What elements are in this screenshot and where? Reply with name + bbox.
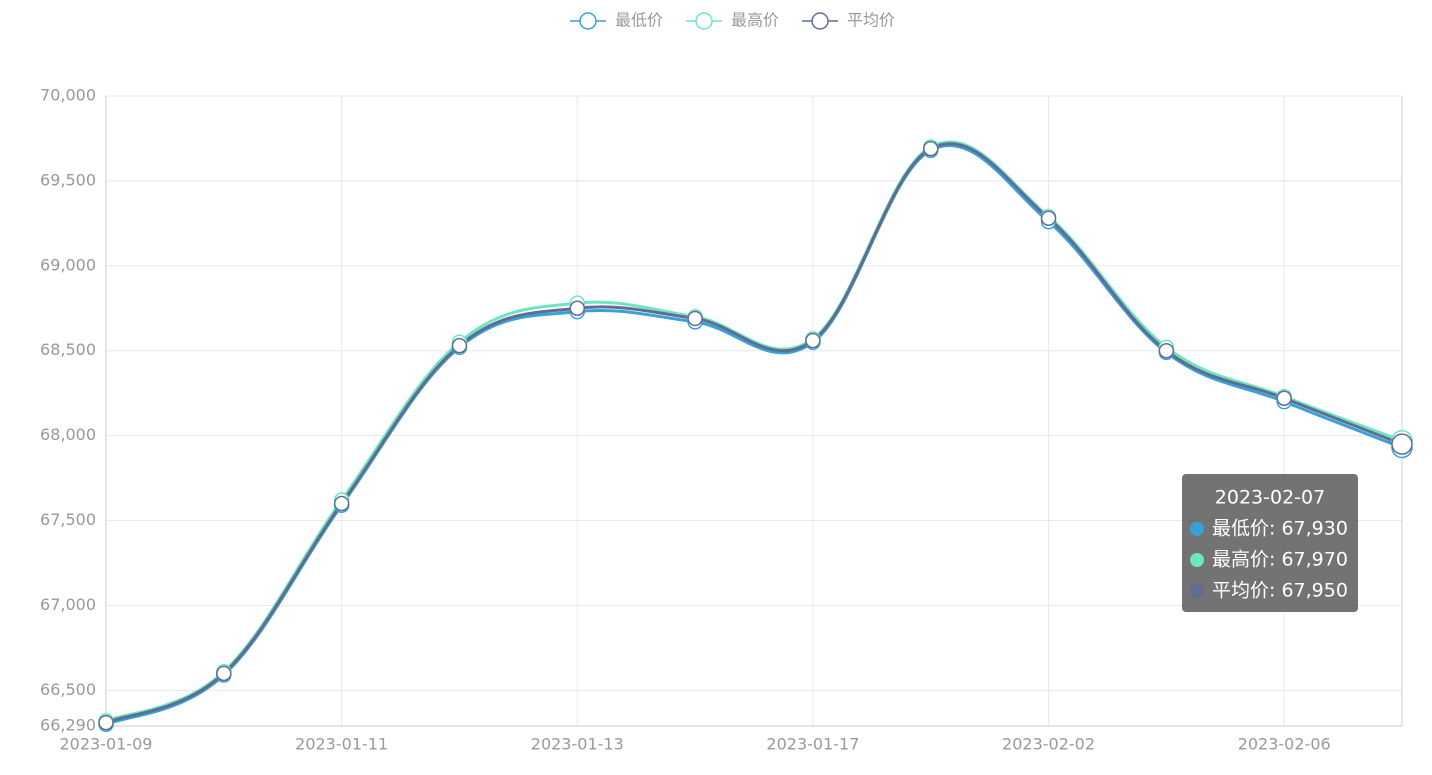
legend-marker <box>579 12 597 30</box>
tooltip-box <box>1182 474 1358 612</box>
legend-item[interactable]: 平均价 <box>802 11 895 30</box>
tooltip-dot <box>1190 522 1204 536</box>
y-tick-label: 68,500 <box>40 340 96 359</box>
tooltip-row: 最高价: 67,970 <box>1212 549 1348 571</box>
y-tick-label: 68,000 <box>40 425 96 444</box>
tooltip-dot <box>1190 584 1204 598</box>
legend-item[interactable]: 最低价 <box>570 11 663 30</box>
data-point <box>1391 433 1413 455</box>
legend-label: 最低价 <box>615 11 663 30</box>
data-point <box>922 140 939 157</box>
tooltip: 2023-02-07 最低价: 67,930 最高价: 67,970 平均价: 67,… <box>1182 474 1358 612</box>
series-line <box>105 140 1403 723</box>
y-tick-label: 67,000 <box>40 595 96 614</box>
legend-marker <box>811 12 829 30</box>
tooltip-row: 最低价: 67,930 <box>1212 518 1348 540</box>
data-point <box>569 300 586 317</box>
legend-label: 最高价 <box>731 11 779 30</box>
data-point <box>1158 342 1175 359</box>
legend-item[interactable]: 最高价 <box>686 11 779 30</box>
data-point <box>1040 210 1057 227</box>
legend-marker <box>695 12 713 30</box>
tooltip-title: 2023-02-07 <box>1215 487 1325 509</box>
data-point <box>1276 390 1292 407</box>
series-line <box>105 144 1403 726</box>
x-tick-label: 2023-02-06 <box>1238 735 1331 754</box>
data-point <box>805 332 821 349</box>
x-tick-label: 2023-01-17 <box>766 735 859 754</box>
tooltip-dot <box>1190 553 1204 567</box>
series-line <box>105 142 1403 724</box>
y-tick-label: 69,000 <box>40 255 96 274</box>
y-tick-label: 67,500 <box>40 510 96 529</box>
y-tick-label: 69,500 <box>40 170 96 189</box>
y-tick-label: 70,000 <box>40 86 96 105</box>
x-tick-label: 2023-01-13 <box>531 735 624 754</box>
x-tick-label: 2023-02-02 <box>1002 735 1095 754</box>
data-point <box>333 495 350 512</box>
legend-label: 平均价 <box>847 11 895 30</box>
tooltip-row: 平均价: 67,950 <box>1212 580 1348 602</box>
y-tick-label: 66,290 <box>40 716 96 735</box>
data-point <box>98 714 114 731</box>
data-point <box>687 310 703 327</box>
x-tick-label: 2023-01-11 <box>295 735 388 754</box>
data-point <box>216 665 232 682</box>
data-point <box>451 337 468 354</box>
y-tick-label: 66,500 <box>40 680 96 699</box>
x-tick-label: 2023-01-09 <box>60 735 153 754</box>
